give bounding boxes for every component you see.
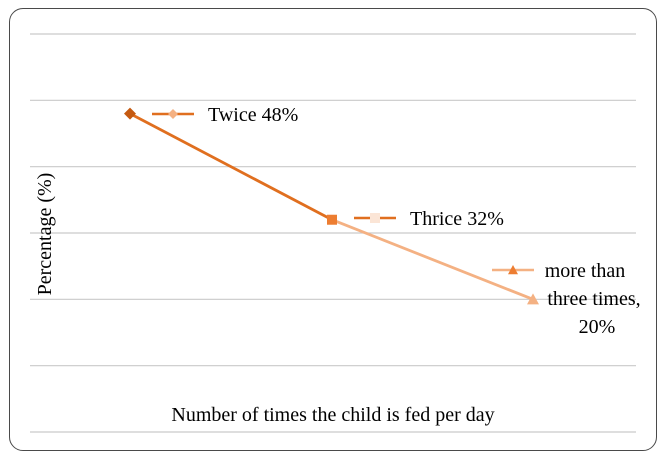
label-key-marker bbox=[370, 213, 380, 223]
data-label-text: 20% bbox=[579, 316, 616, 338]
data-label-text: Twice 48% bbox=[208, 104, 298, 126]
series-segment bbox=[330, 218, 535, 301]
series-markers bbox=[124, 107, 539, 305]
label-key-marker bbox=[508, 265, 518, 275]
data-label-text: more than bbox=[545, 260, 626, 282]
x-axis-label: Number of times the child is fed per day bbox=[171, 404, 494, 426]
label-key-marker bbox=[168, 109, 178, 119]
data-label-text: three times, bbox=[547, 288, 640, 310]
series-segment bbox=[128, 112, 334, 222]
series-lines bbox=[128, 112, 535, 301]
data-point-marker bbox=[527, 293, 539, 305]
data-point-marker bbox=[327, 214, 337, 225]
y-axis-label: Percentage (%) bbox=[34, 173, 56, 296]
data-label: more than three times, 20% bbox=[492, 260, 641, 338]
data-label-text: Thrice 32% bbox=[410, 208, 504, 230]
gridlines bbox=[30, 33, 636, 433]
data-label: Twice 48% bbox=[152, 104, 298, 126]
data-point-marker bbox=[124, 107, 136, 120]
data-label: Thrice 32% bbox=[354, 208, 504, 230]
chart-frame bbox=[9, 8, 657, 451]
data-labels: Twice 48% Thrice 32% more than three times,… bbox=[152, 104, 641, 338]
